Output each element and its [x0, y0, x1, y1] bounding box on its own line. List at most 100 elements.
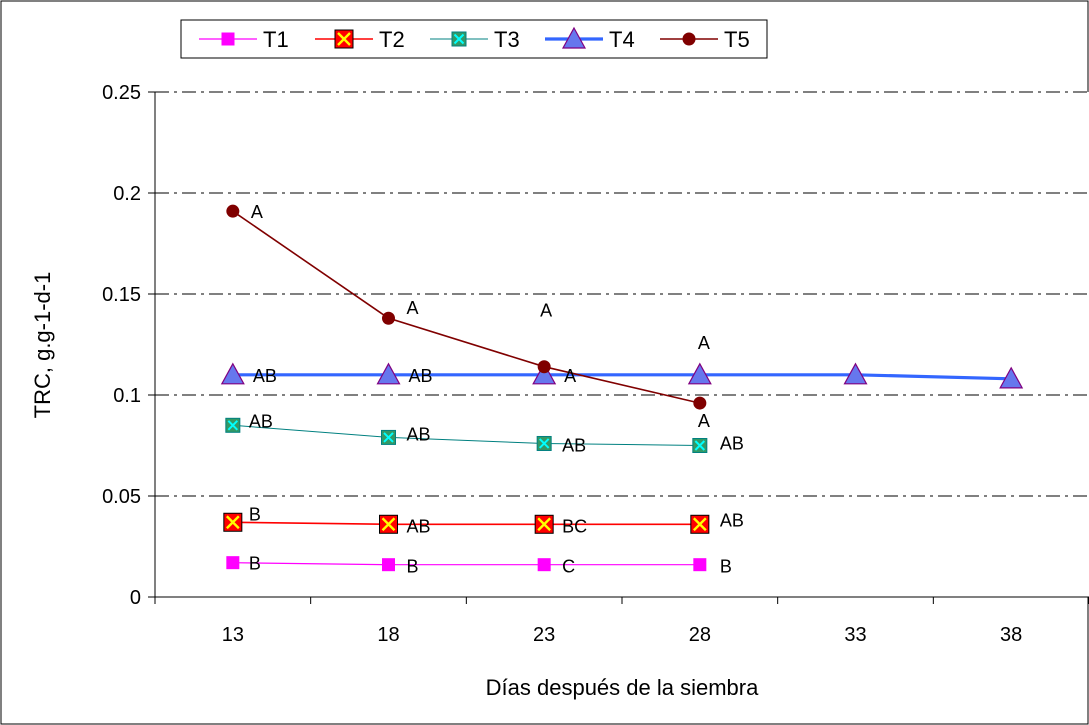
series-point-t5	[537, 360, 551, 374]
legend-label-t3: T3	[494, 27, 520, 52]
legend-marker-t4-shape	[561, 26, 587, 49]
y-tick-label: 0.15	[102, 284, 141, 306]
series-point-t2	[379, 514, 398, 534]
x-tick-label: 38	[1000, 624, 1022, 646]
data-label: B	[720, 557, 732, 577]
data-label: AB	[407, 516, 431, 536]
y-tick-label: 0.25	[102, 82, 141, 104]
series-point-t4-shape	[376, 362, 401, 385]
series-line-t5	[232, 210, 700, 404]
series-point-t1	[537, 558, 551, 572]
x-tick-label: 13	[222, 624, 244, 646]
x-tick-label: 28	[689, 624, 711, 646]
series-point-t4-shape	[220, 362, 245, 385]
series-point-t1-shape	[693, 558, 707, 572]
series-layer	[220, 204, 1024, 572]
series-point-t5	[382, 311, 395, 325]
data-label: A	[407, 298, 419, 318]
series-point-t5-shape	[382, 311, 395, 325]
series-point-t3	[381, 429, 396, 445]
y-tick-label: 0.1	[113, 385, 141, 407]
series-line-t4	[232, 373, 1012, 381]
x-tick-label: 23	[533, 624, 555, 646]
legend-marker-t5	[682, 32, 696, 46]
series-point-t3-cross	[383, 432, 394, 443]
series-point-t4-shape	[843, 362, 868, 385]
legend-label-t2: T2	[379, 27, 405, 52]
legend-marker-t1	[221, 32, 235, 46]
data-label: AB	[409, 366, 433, 386]
series-point-t2	[690, 514, 710, 534]
series-point-t2-cross	[537, 517, 552, 532]
series-point-t3	[536, 435, 552, 451]
series-point-t4	[532, 362, 557, 385]
y-axis-title: TRC, g.g-1-d-1	[30, 272, 55, 419]
series-point-t1	[382, 558, 395, 572]
series-point-t3	[692, 438, 708, 453]
series-point-t1-shape	[382, 558, 395, 572]
data-label: BC	[562, 516, 587, 536]
data-label: AB	[562, 435, 586, 455]
data-label: AB	[249, 411, 273, 431]
legend-marker-t2	[334, 29, 354, 49]
series-point-t1	[693, 558, 707, 572]
data-label: AB	[720, 510, 744, 530]
x-tick-label: 33	[844, 624, 866, 646]
series-point-t2-cross	[381, 517, 396, 532]
legend-marker-t5-shape	[682, 32, 696, 46]
series-point-t2-cross	[225, 515, 240, 530]
series-point-t5-shape	[226, 204, 240, 218]
series-point-t4-shape	[999, 366, 1024, 389]
data-label: A	[564, 366, 576, 386]
series-point-t4	[220, 362, 245, 385]
legend-label-t5: T5	[724, 27, 750, 52]
series-point-t5-shape	[537, 360, 551, 374]
legend: T1 T2 T3 T4 T5	[180, 19, 768, 59]
x-axis-title: Días después de la siembra	[486, 675, 759, 700]
legend-marker-t3-cross	[453, 33, 465, 45]
x-tick-label: 18	[377, 624, 399, 646]
series-point-t1	[226, 556, 240, 570]
data-label: A	[698, 411, 710, 431]
data-label: A	[251, 202, 263, 222]
series-point-t1-shape	[537, 558, 551, 572]
series-point-t2	[223, 512, 243, 532]
data-label: AB	[253, 366, 277, 386]
data-label: A	[698, 333, 710, 353]
y-tick-label: 0	[130, 587, 141, 609]
series-point-t4	[376, 362, 401, 385]
series-point-t3-cross	[538, 438, 550, 449]
legend-marker-t3	[451, 31, 467, 47]
series-point-t2	[534, 514, 554, 534]
series-point-t3	[225, 417, 241, 433]
legend-label-t1: T1	[263, 27, 289, 52]
series-point-t4-shape	[532, 362, 557, 385]
series-point-t5	[226, 204, 240, 218]
data-label: B	[249, 554, 261, 574]
legend-marker-t1-shape	[221, 32, 235, 46]
plot-area	[155, 92, 1089, 597]
y-tick-label: 0.2	[113, 183, 141, 205]
y-tick-label: 0.05	[102, 486, 141, 508]
data-label: B	[249, 504, 261, 524]
series-point-t4	[999, 366, 1024, 389]
legend-marker-t2-cross	[337, 32, 351, 46]
data-label: A	[540, 301, 552, 321]
series-point-t4-shape	[687, 362, 712, 385]
series-point-t5	[693, 396, 707, 410]
series-point-t3-cross	[227, 420, 239, 431]
series-line-t2	[232, 521, 700, 526]
axes: 0 0.05 0.1 0.15 0.2 0.25 13 18 23 28 33 38	[102, 82, 1089, 646]
series-point-t2-cross	[692, 517, 707, 532]
data-label: C	[562, 557, 575, 577]
data-label: AB	[720, 434, 744, 454]
legend-label-t4: T4	[609, 27, 635, 52]
series-point-t4	[687, 362, 712, 385]
legend-marker-t4	[561, 26, 587, 49]
data-label: B	[407, 557, 419, 577]
gridlines	[155, 91, 1089, 497]
series-line-t1	[232, 562, 700, 566]
series-point-t4	[843, 362, 868, 385]
series-point-t3-cross	[694, 440, 706, 451]
